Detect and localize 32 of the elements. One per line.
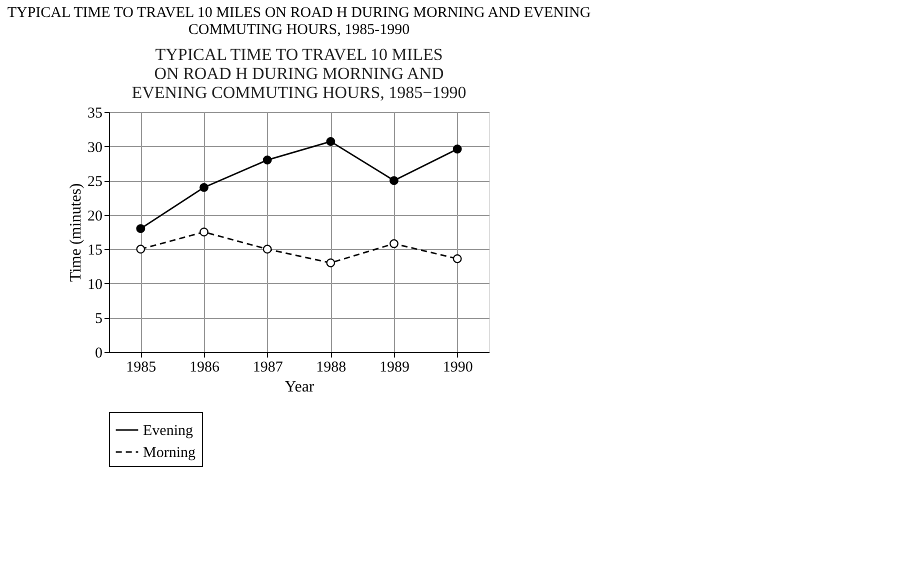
- y-tick-label: 10: [88, 276, 102, 293]
- y-tick-label: 15: [88, 242, 102, 259]
- legend-label: Morning: [143, 445, 196, 461]
- point: [326, 137, 336, 146]
- x-axis-title: Year: [284, 378, 315, 396]
- point: [200, 182, 208, 192]
- y-tick-label: 5: [95, 311, 102, 328]
- point: [452, 254, 462, 264]
- x-tick-label: 1987: [252, 360, 284, 376]
- chart-subtitle: TYPICAL TIME TO TRAVEL 10 MILES ON ROAD H DURING MORNING AND EVENING COMMUTING HOURS, 1985−1990: [132, 45, 466, 102]
- x-tick-label: 1986: [190, 360, 220, 376]
- point: [262, 156, 272, 164]
- y-tick-label: 20: [88, 208, 102, 224]
- point: [390, 239, 398, 248]
- y-tick-label: 30: [88, 140, 102, 156]
- point: [452, 144, 462, 154]
- x-tick-label: 1988: [316, 360, 346, 376]
- point: [136, 224, 146, 234]
- y-axis-title: Time (minutes): [68, 183, 84, 282]
- x-tick-label: 1990: [442, 360, 473, 376]
- y-tick-label: 25: [88, 174, 102, 190]
- y-tick-label: 35: [88, 106, 102, 122]
- point: [326, 258, 336, 268]
- chart-title: TYPICAL TIME TO TRAVEL 10 MILES ON ROAD H DURING MORNING AND EVENING COMMUTING HOURS, 1985-1990: [7, 5, 591, 38]
- y-tick-label: 0: [95, 346, 102, 362]
- point: [390, 176, 398, 186]
- x-tick-label: 1989: [380, 360, 410, 376]
- point: [136, 244, 146, 254]
- point: [200, 228, 208, 236]
- x-tick-label: 1985: [126, 360, 156, 376]
- legend-label: Evening: [143, 423, 194, 439]
- point: [262, 244, 272, 254]
